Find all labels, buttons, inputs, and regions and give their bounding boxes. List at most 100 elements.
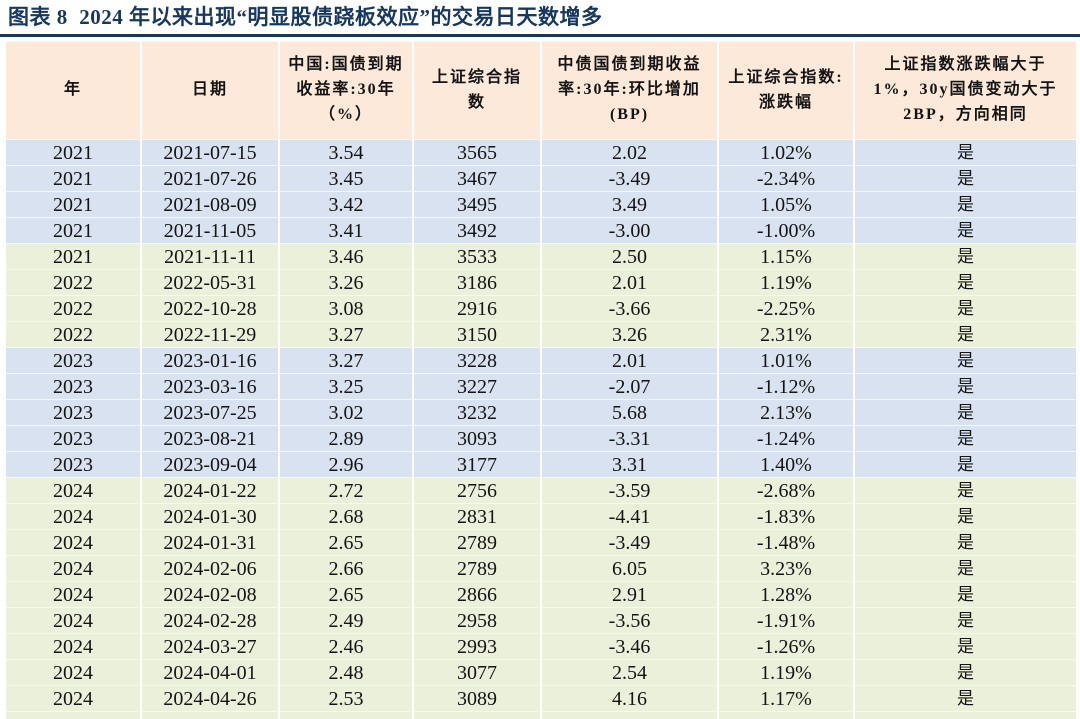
cell-flag: 是 [853,607,1078,635]
cell-year: 2024 [4,477,142,505]
cell-sse-index: 3186 [412,269,542,297]
cell-date: 2021-07-15 [140,139,280,167]
cell-year: 2021 [4,217,142,245]
title-divider-rule [0,34,1080,38]
cell-yield-30y: 2.48 [278,659,414,687]
cell-pct-change: 1.28% [717,581,855,609]
cell-pct-change [717,711,855,719]
table-row: 2024 2024-04-01 2.48 3077 2.54 1.19% 是 [4,659,1078,687]
cell-flag: 是 [853,555,1078,583]
cell-pct-change: 1.19% [717,269,855,297]
table-row: 2023 2023-08-21 2.89 3093 -3.31 -1.24% 是 [4,425,1078,453]
cell-date: 2024-01-30 [140,503,280,531]
cell-year: 2023 [4,373,142,401]
cell-yield-30y: 3.42 [278,191,414,219]
cell-bp-change: -3.56 [540,607,719,635]
cell-flag: 是 [853,243,1078,271]
cell-year: 2024 [4,503,142,531]
cell-yield-30y: 2.96 [278,451,414,479]
cell-year: 2024 [4,633,142,661]
cell-year: 2024 [4,607,142,635]
cell-pct-change: 1.01% [717,347,855,375]
table-row: 2021 2021-11-05 3.41 3492 -3.00 -1.00% 是 [4,217,1078,245]
cell-year: 2022 [4,269,142,297]
cell-flag: 是 [853,477,1078,505]
cell-date: 2024-04-26 [140,685,280,713]
cell-flag: 是 [853,139,1078,167]
cell-flag: 是 [853,425,1078,453]
table-row: 2024 2024-02-08 2.65 2866 2.91 1.28% 是 [4,581,1078,609]
table-header-row: 年 日期 中国:国债到期 收益率:30年 （%） 上证综合指 数 中债国债到期收… [4,41,1078,141]
cell-bp-change: -4.41 [540,503,719,531]
cell-pct-change: -2.25% [717,295,855,323]
cell-yield-30y: 2.53 [278,685,414,713]
cell-bp-change: 2.91 [540,581,719,609]
cell-date: 2022-11-29 [140,321,280,349]
cell-date: 2021-08-09 [140,191,280,219]
table-row: 2022 2022-05-31 3.26 3186 2.01 1.19% 是 [4,269,1078,297]
cell-sse-index: 2789 [412,529,542,557]
cell-sse-index: 3177 [412,451,542,479]
table-row: 2024 2024-03-27 2.46 2993 -3.46 -1.26% 是 [4,633,1078,661]
cell-yield-30y: 2.65 [278,529,414,557]
cell-yield-30y: 3.27 [278,347,414,375]
cell-pct-change: -2.68% [717,477,855,505]
cell-sse-index: 2993 [412,633,542,661]
cell-bp-change: -3.49 [540,529,719,557]
cell-pct-change: 1.05% [717,191,855,219]
cell-pct-change: 2.31% [717,321,855,349]
header-cell-same-direction-flag: 上证指数涨跌幅大于 1%，30y国债变动大于 2BP，方向相同 [853,41,1078,141]
cell-sse-index: 3492 [412,217,542,245]
table-row: 2021 2021-08-09 3.42 3495 3.49 1.05% 是 [4,191,1078,219]
table-row: 2024 2024-01-22 2.72 2756 -3.59 -2.68% 是 [4,477,1078,505]
cell-date: 2024-01-22 [140,477,280,505]
cell-flag: 是 [853,659,1078,687]
cell-bp-change: 3.26 [540,321,719,349]
table-row: 2021 2021-07-15 3.54 3565 2.02 1.02% 是 [4,139,1078,167]
cell-sse-index: 3089 [412,685,542,713]
table-row: 2024 2024-01-30 2.68 2831 -4.41 -1.83% 是 [4,503,1078,531]
cell-bp-change: 2.01 [540,269,719,297]
cell-flag: 是 [853,217,1078,245]
cell-pct-change: -1.26% [717,633,855,661]
page-title: 图表 8 2024 年以来出现“明显股债跷板效应”的交易日天数增多 [8,5,603,29]
cell-flag: 是 [853,529,1078,557]
cell-date: 2023-01-16 [140,347,280,375]
cell-yield-30y: 3.25 [278,373,414,401]
cell-yield-30y: 2.65 [278,581,414,609]
cell-yield-30y: 3.54 [278,139,414,167]
cell-date [140,711,280,719]
table-row: 2023 2023-01-16 3.27 3228 2.01 1.01% 是 [4,347,1078,375]
cell-bp-change: 5.68 [540,399,719,427]
cell-sse-index: 3093 [412,425,542,453]
cell-bp-change: -2.07 [540,373,719,401]
cell-date: 2023-07-25 [140,399,280,427]
cell-flag: 是 [853,373,1078,401]
cell-sse-index: 2789 [412,555,542,583]
table-row: 2024 2024-01-31 2.65 2789 -3.49 -1.48% 是 [4,529,1078,557]
cell-sse-index: 3495 [412,191,542,219]
cell-sse-index: 3227 [412,373,542,401]
cell-bp-change: 2.01 [540,347,719,375]
cell-flag: 是 [853,321,1078,349]
cell-sse-index: 3565 [412,139,542,167]
cell-date: 2023-09-04 [140,451,280,479]
cell-bp-change: 2.54 [540,659,719,687]
cell-flag: 是 [853,451,1078,479]
cell-date: 2024-01-31 [140,529,280,557]
table-row: 2022 2022-11-29 3.27 3150 3.26 2.31% 是 [4,321,1078,349]
header-cell-date: 日期 [140,41,280,141]
cell-pct-change: -1.83% [717,503,855,531]
table-row: 2023 2023-09-04 2.96 3177 3.31 1.40% 是 [4,451,1078,479]
cell-bp-change: -3.66 [540,295,719,323]
table-body: 2021 2021-07-15 3.54 3565 2.02 1.02% 是 2… [4,139,1078,719]
cell-year [4,711,142,719]
cell-flag: 是 [853,347,1078,375]
table-row: 2022 2022-10-28 3.08 2916 -3.66 -2.25% 是 [4,295,1078,323]
cell-year: 2021 [4,243,142,271]
cell-year: 2023 [4,347,142,375]
cell-yield-30y: 3.27 [278,321,414,349]
cell-date: 2024-03-27 [140,633,280,661]
table-row: 2024 2024-02-06 2.66 2789 6.05 3.23% 是 [4,555,1078,583]
cell-year: 2024 [4,555,142,583]
